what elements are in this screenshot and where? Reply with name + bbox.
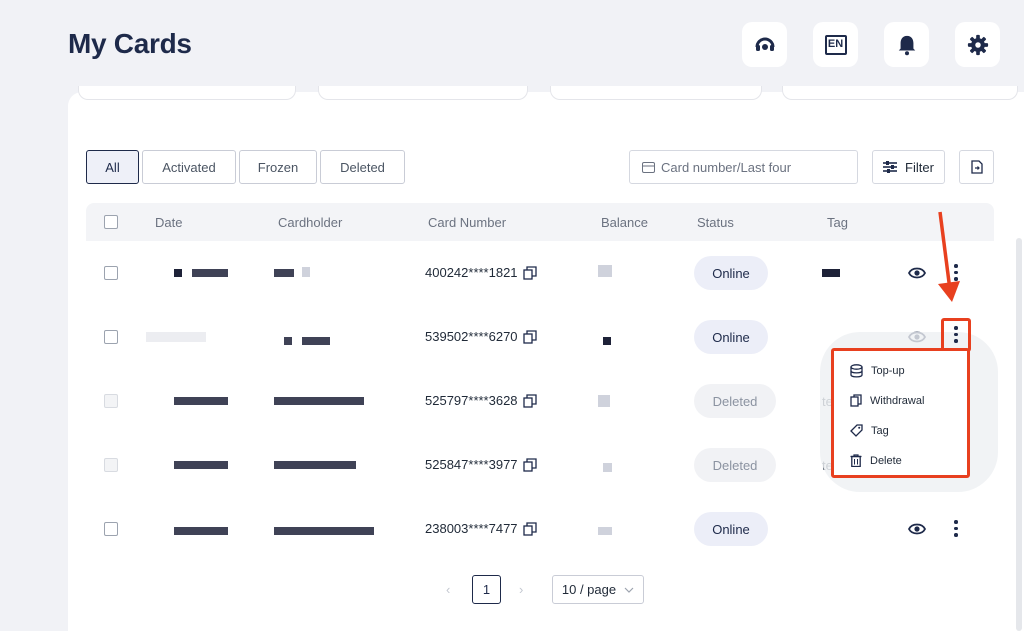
card-number: 539502****6270 — [425, 329, 537, 344]
header-card-number: Card Number — [428, 215, 507, 230]
tab-frozen[interactable]: Frozen — [239, 150, 317, 184]
settings-button[interactable] — [955, 22, 1000, 67]
row-checkbox[interactable] — [104, 522, 118, 536]
card-number: 238003****7477 — [425, 521, 537, 536]
menu-item-top-up[interactable]: Top-up — [850, 364, 905, 378]
table-header: Date Cardholder Card Number Balance Stat… — [86, 203, 994, 241]
row-checkbox[interactable] — [104, 266, 118, 280]
tab-deleted[interactable]: Deleted — [320, 150, 405, 184]
next-page-icon[interactable]: › — [519, 582, 524, 597]
annotation-arrow-icon — [938, 211, 960, 302]
tag-redacted — [822, 269, 840, 277]
table-row: 238003****7477 Online — [86, 497, 994, 561]
balance-redacted — [598, 265, 612, 277]
table-row: 525797****3628 Deleted te — [86, 369, 994, 433]
export-file-icon — [970, 160, 983, 174]
card-icon — [642, 161, 655, 173]
more-actions-button[interactable] — [954, 264, 958, 281]
bell-icon — [898, 35, 915, 55]
search-input[interactable]: Card number/Last four — [629, 150, 858, 184]
language-en-icon: EN — [824, 34, 847, 55]
status-badge: Deleted — [694, 384, 776, 418]
support-button[interactable] — [742, 22, 787, 67]
table-row: 525847****3977 Deleted te — [86, 433, 994, 497]
tab-activated[interactable]: Activated — [142, 150, 236, 184]
sliders-icon — [883, 161, 898, 173]
notifications-button[interactable] — [884, 22, 929, 67]
page-title: My Cards — [68, 28, 192, 59]
status-badge: Online — [694, 320, 768, 354]
header-balance: Balance — [601, 215, 648, 230]
chevron-down-icon — [624, 587, 634, 593]
copy-icon[interactable] — [522, 457, 537, 472]
gear-icon — [967, 34, 988, 55]
database-icon — [850, 364, 863, 378]
copy-icon[interactable] — [522, 393, 537, 408]
header-cardholder: Cardholder — [278, 215, 343, 230]
menu-item-withdrawal[interactable]: Withdrawal — [850, 394, 924, 407]
trash-icon — [850, 454, 862, 467]
tag-icon — [850, 424, 863, 437]
balance-redacted — [598, 527, 612, 535]
status-badge: Online — [694, 512, 768, 546]
header-date: Date — [155, 215, 183, 230]
more-actions-button-open[interactable] — [954, 326, 958, 343]
table-row: 539502****6270 Online — [86, 305, 994, 369]
filter-label: Filter — [905, 159, 934, 175]
row-checkbox[interactable] — [104, 330, 118, 344]
top-toolbar: EN — [742, 22, 1000, 67]
headset-icon — [755, 37, 774, 51]
copy-icon[interactable] — [522, 521, 537, 536]
row-checkbox[interactable] — [104, 394, 118, 408]
language-button[interactable]: EN — [813, 22, 858, 67]
copy-icon[interactable] — [522, 265, 537, 280]
menu-item-delete[interactable]: Delete — [850, 454, 902, 467]
row-actions-menu: Top-up Withdrawal Tag Delete — [831, 348, 970, 478]
tab-all[interactable]: All — [86, 150, 139, 184]
header-tag: Tag — [827, 215, 848, 230]
status-badge: Online — [694, 256, 768, 290]
row-checkbox[interactable] — [104, 458, 118, 472]
eye-icon[interactable] — [908, 266, 926, 280]
scrollbar[interactable] — [1016, 238, 1022, 631]
balance-redacted — [603, 337, 611, 345]
select-all-checkbox[interactable] — [104, 215, 118, 229]
page-size-select[interactable]: 10 / page — [552, 575, 644, 604]
copy-icon — [850, 394, 862, 407]
card-number: 400242****1821 — [425, 265, 537, 280]
header-status: Status — [697, 215, 734, 230]
page-current[interactable]: 1 — [472, 575, 501, 604]
more-actions-button[interactable] — [954, 520, 958, 537]
search-placeholder: Card number/Last four — [661, 159, 792, 175]
card-number: 525797****3628 — [425, 393, 537, 408]
status-badge: Deleted — [694, 448, 776, 482]
copy-icon[interactable] — [522, 329, 537, 344]
summary-cards-edge — [78, 86, 1018, 100]
menu-item-tag[interactable]: Tag — [850, 424, 889, 437]
prev-page-icon[interactable]: ‹ — [446, 582, 451, 597]
filter-button[interactable]: Filter — [872, 150, 945, 184]
status-tabs: All Activated Frozen Deleted — [86, 150, 405, 184]
export-button[interactable] — [959, 150, 994, 184]
eye-icon[interactable] — [908, 522, 926, 536]
balance-redacted — [603, 463, 612, 472]
table-row: 400242****1821 Online — [86, 241, 994, 305]
card-number: 525847****3977 — [425, 457, 537, 472]
balance-redacted — [598, 395, 610, 407]
